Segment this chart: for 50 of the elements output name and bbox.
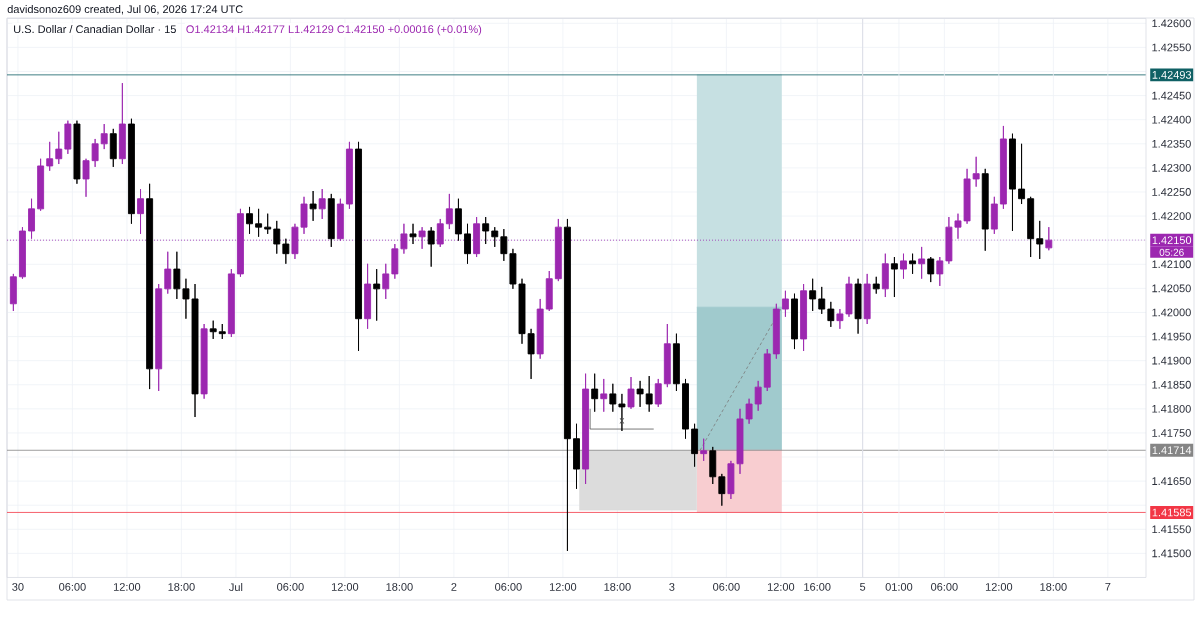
x-tick-label: 16:00 [804, 583, 831, 591]
annotation: x [619, 418, 625, 424]
y-tick-label: 1.41950 [1152, 332, 1191, 341]
x-tick-label: 12:00 [985, 583, 1013, 591]
chart-title: U.S. Dollar / Canadian Dollar · 15 [14, 25, 176, 34]
x-tick-label: 18:00 [1040, 583, 1067, 591]
x-tick-label: 3 [669, 583, 675, 591]
ref-line-label: 1.41585 [1152, 508, 1192, 517]
x-tick-label: 12:00 [113, 583, 141, 591]
y-tick-label: 1.41550 [1152, 525, 1191, 534]
x-tick-label: 06:00 [59, 583, 86, 591]
x-tick-label: 06:00 [495, 583, 522, 591]
text: O1.42134 H1.42177 L1.42129 C1.42150 +0.00016 (+0.01%) [186, 25, 482, 36]
y-tick-label: 1.42550 [1152, 43, 1191, 52]
y-tick-label: 1.41900 [1152, 356, 1191, 365]
x-tick-label: 12:00 [767, 583, 795, 591]
text: 05:26 [1159, 248, 1184, 256]
y-tick-label: 1.42050 [1152, 284, 1191, 293]
y-tick-label: 1.42100 [1152, 260, 1191, 269]
y-tick-label: 1.41500 [1152, 549, 1191, 558]
x-tick-label: 18:00 [168, 583, 195, 591]
y-tick-label: 1.42450 [1152, 91, 1191, 100]
x-tick-label: 30 [12, 583, 24, 591]
x-tick-label: 18:00 [386, 583, 413, 591]
y-tick-label: 1.42200 [1152, 212, 1191, 220]
y-tick-label: 1.42350 [1152, 139, 1191, 148]
x-tick-label: 7 [1105, 583, 1111, 591]
text: davidsonoz609 created, Jul 06, 2026 17:24 UTC [7, 5, 243, 15]
x-tick-label: 5 [860, 583, 866, 591]
y-tick-label: 1.41750 [1152, 429, 1191, 437]
y-tick-label: 1.41850 [1152, 380, 1191, 389]
x-tick-label: 12:00 [549, 583, 577, 591]
ref-line-label: 1.41714 [1152, 446, 1192, 455]
y-tick-label: 1.42300 [1152, 164, 1191, 172]
ref-line-label: 1.42493 [1152, 70, 1192, 79]
x-tick-label: 06:00 [713, 583, 740, 591]
y-tick-label: 1.42000 [1152, 308, 1191, 317]
x-tick-label: Jul [229, 583, 243, 592]
y-tick-label: 1.42250 [1152, 188, 1191, 196]
x-tick-label: 2 [451, 583, 457, 591]
x-tick-label: 01:00 [885, 583, 913, 591]
y-tick-label: 1.41800 [1152, 404, 1191, 413]
x-tick-label: 12:00 [331, 583, 359, 591]
y-tick-label: 1.41650 [1152, 477, 1191, 485]
ref-line-label: 1.42150 [1152, 236, 1192, 245]
x-tick-label: 06:00 [931, 583, 958, 591]
x-tick-label: 06:00 [277, 583, 304, 591]
x-tick-label: 18:00 [604, 583, 631, 591]
y-tick-label: 1.42400 [1152, 115, 1191, 124]
y-tick-label: 1.42600 [1152, 19, 1191, 28]
